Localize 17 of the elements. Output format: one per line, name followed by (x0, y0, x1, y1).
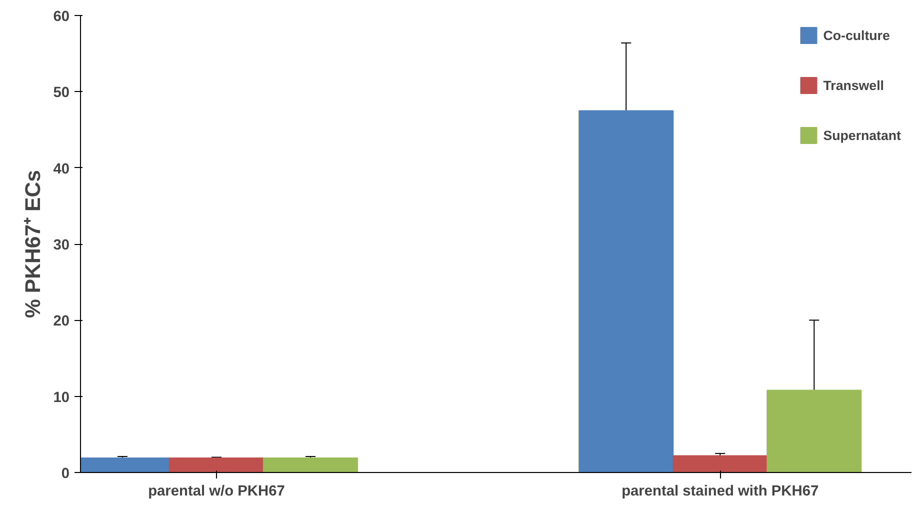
bar (672, 455, 768, 472)
y-tick-label: 20 (53, 314, 70, 330)
x-tick-label: parental w/o PKH67 (148, 484, 285, 500)
y-tick-label: 40 (53, 161, 70, 178)
bar (168, 458, 264, 472)
y-tick-label: 0 (61, 466, 70, 482)
bar (766, 390, 862, 472)
y-axis-title: % PKH67⁺ ECs (21, 170, 46, 318)
x-tick-label: parental stained with PKH67 (622, 484, 819, 500)
y-tick-label: 30 (53, 238, 70, 254)
y-tick-label: 60 (53, 9, 70, 25)
legend-label: Supernatant (823, 128, 901, 142)
legend-label: Co-culture (823, 28, 890, 42)
y-tick-label: 10 (53, 390, 70, 406)
bar (262, 458, 358, 472)
legend-label: Transwell (823, 78, 884, 92)
y-tick-label: 50 (53, 85, 70, 102)
